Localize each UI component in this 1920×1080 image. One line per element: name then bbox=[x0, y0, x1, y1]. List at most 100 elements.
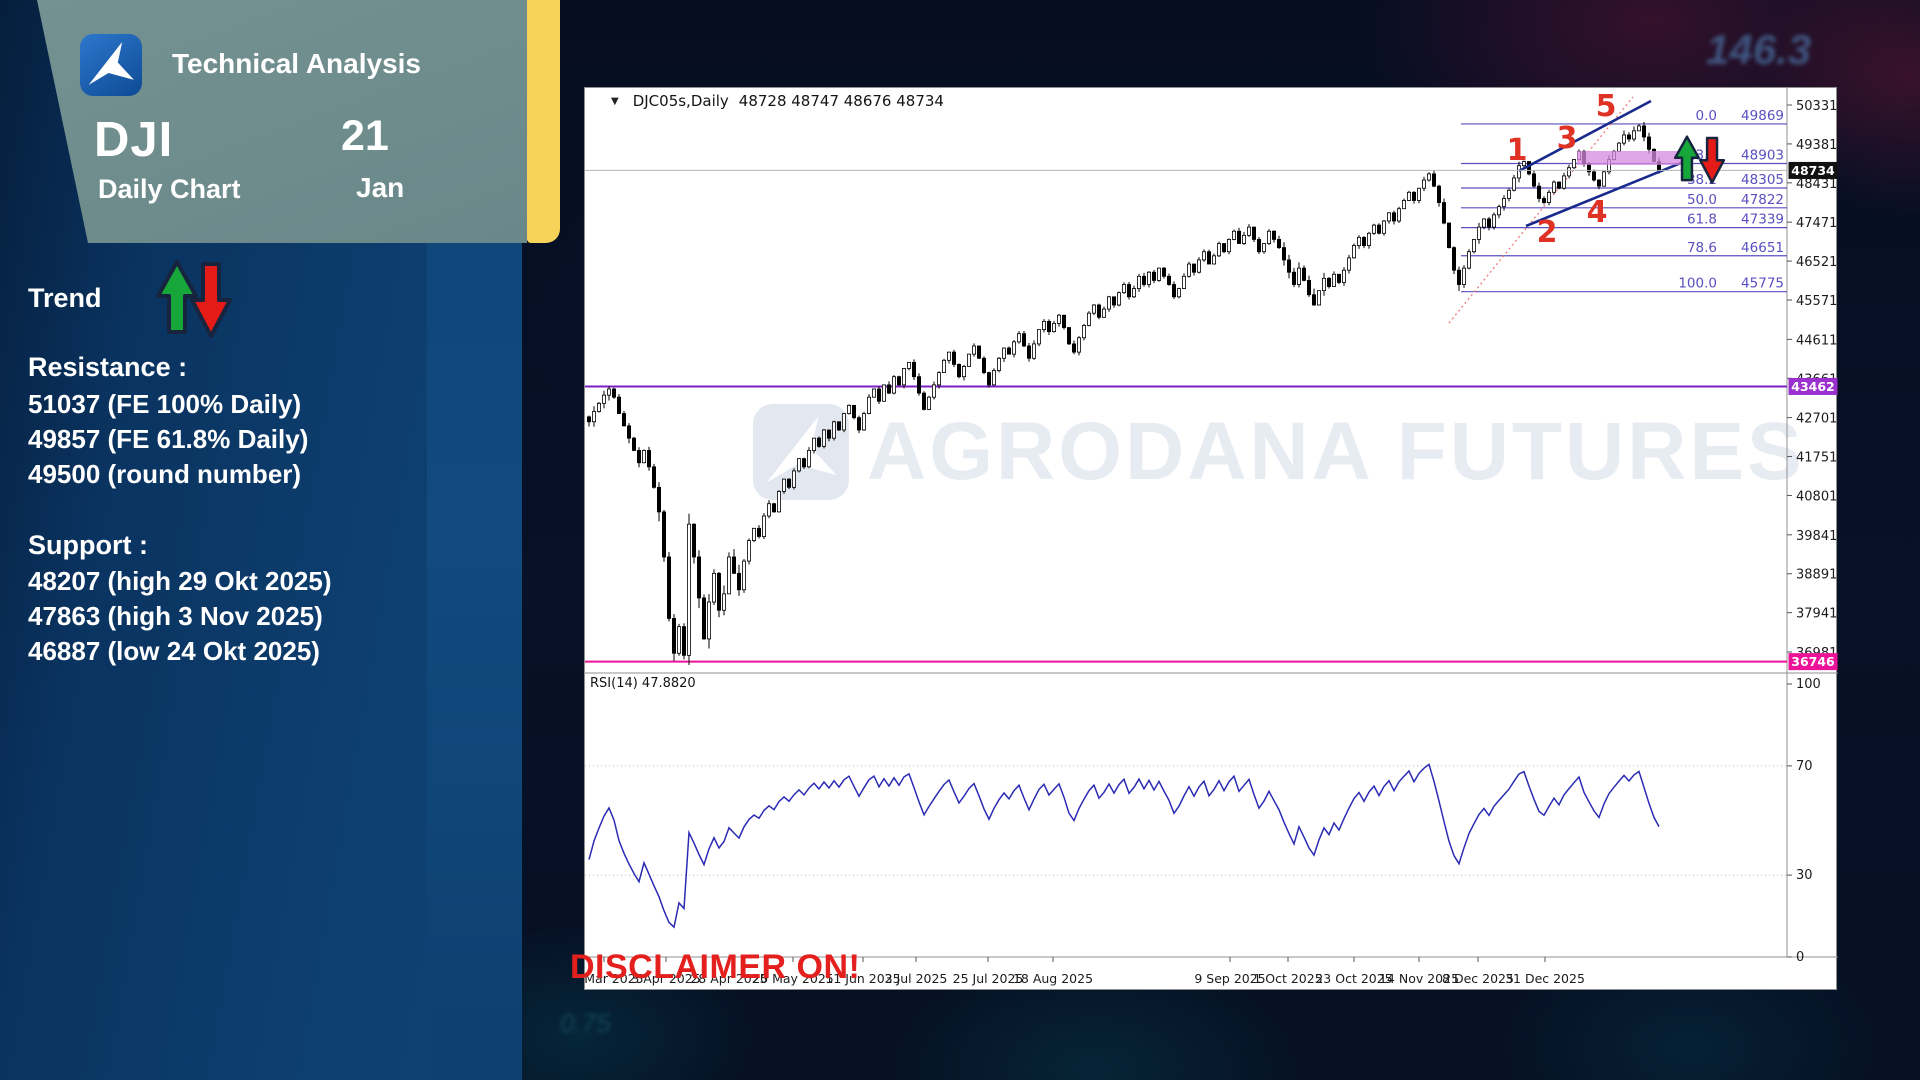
date-axis-label: 3 Apr 2025 bbox=[631, 971, 700, 986]
candle bbox=[917, 376, 922, 394]
candle bbox=[1347, 257, 1352, 271]
candle bbox=[1562, 175, 1567, 189]
candle bbox=[1382, 220, 1387, 234]
candle bbox=[772, 503, 777, 513]
date-axis-label: 9 Sep 2025 bbox=[1194, 971, 1265, 986]
date-axis-label: 11 Jun 2025 bbox=[825, 971, 900, 986]
fib-price-label: 47822 bbox=[1741, 192, 1784, 208]
candle bbox=[1357, 236, 1362, 246]
wave-count-label: 2 bbox=[1537, 215, 1558, 250]
candle bbox=[1567, 167, 1572, 177]
candle bbox=[937, 372, 942, 386]
candle bbox=[1592, 171, 1597, 181]
candle bbox=[712, 572, 717, 603]
candle bbox=[892, 376, 897, 394]
candle bbox=[852, 404, 857, 419]
candle bbox=[607, 388, 612, 396]
price-badge-label: 48734 bbox=[1791, 163, 1835, 178]
fib-ratio-label: 61.8 bbox=[1687, 212, 1717, 228]
fib-ratio-label: 0.0 bbox=[1696, 108, 1717, 124]
candle bbox=[1352, 245, 1357, 259]
fib-ratio-label: 100.0 bbox=[1678, 276, 1717, 292]
candle bbox=[757, 527, 762, 537]
candle bbox=[962, 366, 967, 378]
candle bbox=[1017, 333, 1022, 343]
candle bbox=[1067, 327, 1072, 345]
chart-symbol-period: DJC05s,Daily bbox=[632, 92, 729, 110]
candle bbox=[627, 425, 632, 439]
trading-chart-window: AGRODANA FUTURES 50331 49381 48431 47471 465… bbox=[584, 87, 1838, 990]
candle bbox=[902, 368, 907, 386]
candle bbox=[1087, 312, 1092, 326]
resistance-item: 49500 (round number) bbox=[28, 459, 302, 489]
candle bbox=[1412, 191, 1417, 201]
price-badge bbox=[1788, 161, 1838, 179]
candle bbox=[787, 478, 792, 488]
candle bbox=[972, 345, 977, 355]
candle bbox=[1337, 273, 1342, 283]
candle bbox=[1007, 347, 1012, 355]
fib-ratio-label: 78.6 bbox=[1687, 240, 1717, 256]
candle bbox=[1107, 296, 1112, 310]
candle bbox=[1157, 267, 1162, 281]
date-axis-label: 12 Mar 2025 bbox=[585, 971, 644, 986]
card-title: Technical Analysis bbox=[172, 48, 421, 79]
fib-price-label: 45775 bbox=[1741, 276, 1784, 292]
rsi-axis-label: 0 bbox=[1796, 950, 1804, 965]
candle bbox=[1257, 239, 1262, 253]
card-symbol: DJI bbox=[94, 113, 174, 167]
candle bbox=[642, 450, 647, 464]
candle bbox=[1492, 214, 1497, 228]
candle bbox=[597, 402, 602, 412]
chart-down-arrow-icon bbox=[1699, 136, 1726, 184]
candle bbox=[992, 370, 997, 386]
candle bbox=[1022, 333, 1027, 347]
candle bbox=[737, 572, 742, 591]
candle bbox=[867, 396, 872, 414]
candle bbox=[1102, 308, 1107, 318]
candle bbox=[1537, 185, 1542, 199]
dashed-trendline bbox=[1448, 96, 1634, 324]
candle bbox=[1332, 273, 1337, 287]
candle bbox=[1447, 222, 1452, 249]
candle bbox=[922, 392, 927, 410]
candle bbox=[887, 384, 892, 394]
candle bbox=[1187, 263, 1192, 277]
candle bbox=[1627, 134, 1632, 140]
candle bbox=[1367, 232, 1372, 246]
candle bbox=[1062, 314, 1067, 328]
candle bbox=[1502, 198, 1507, 208]
card-timeframe: Daily Chart bbox=[98, 174, 241, 204]
candle bbox=[1642, 125, 1647, 138]
candle bbox=[987, 372, 992, 386]
candle bbox=[1432, 173, 1437, 187]
candle bbox=[912, 361, 917, 378]
candle bbox=[1482, 218, 1487, 228]
candle bbox=[1452, 247, 1457, 271]
price-badge bbox=[1788, 653, 1838, 671]
candle bbox=[1552, 181, 1557, 193]
candle bbox=[1267, 230, 1272, 244]
price-axis-label: 40801 bbox=[1796, 489, 1837, 504]
candle bbox=[1242, 234, 1247, 244]
chart-ohlc-values: 48728 48747 48676 48734 bbox=[738, 92, 944, 110]
support-item: 46887 (low 24 Okt 2025) bbox=[28, 636, 320, 666]
wave-count-label: 4 bbox=[1587, 195, 1608, 230]
candle bbox=[967, 353, 972, 367]
candle bbox=[1477, 226, 1482, 240]
card-date-month: Jan bbox=[356, 172, 405, 203]
candle bbox=[1227, 239, 1232, 253]
candle bbox=[1377, 224, 1382, 234]
candle bbox=[587, 416, 592, 423]
candle bbox=[1462, 267, 1467, 285]
price-axis-label: 48431 bbox=[1796, 177, 1837, 192]
candle bbox=[1542, 198, 1547, 203]
fib-price-label: 48305 bbox=[1741, 172, 1784, 188]
price-badge bbox=[1788, 377, 1838, 395]
date-axis-label: 14 Nov 2025 bbox=[1379, 971, 1459, 986]
candle bbox=[1522, 161, 1527, 167]
candle bbox=[1392, 212, 1397, 222]
candle bbox=[832, 421, 837, 439]
symbol-dropdown-icon[interactable]: ▼ bbox=[611, 95, 619, 107]
candle bbox=[1132, 288, 1137, 298]
